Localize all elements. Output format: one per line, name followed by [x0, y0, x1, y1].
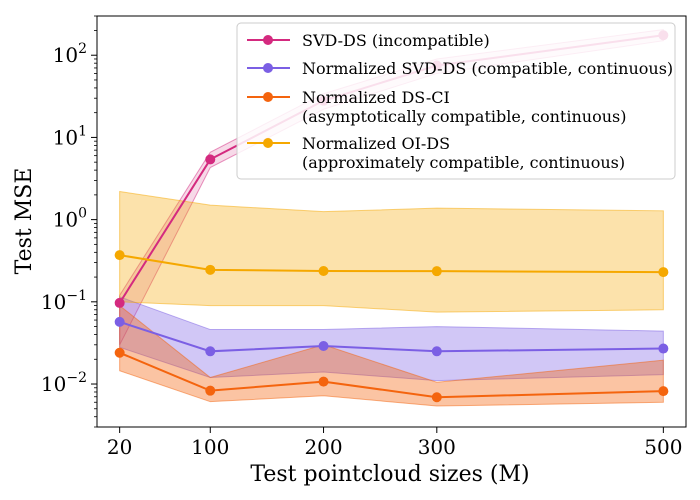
point-series-2-2 [205, 346, 216, 357]
legend-label-1: SVD-DS (incompatible) [302, 31, 490, 50]
legend-label-3-line2: (asymptotically compatible, continuous) [302, 107, 626, 126]
legend-marker-3 [263, 92, 273, 102]
point-series-2-4 [431, 346, 442, 357]
point-series-3-3 [318, 376, 329, 387]
legend-label-4: Normalized OI-DS [302, 134, 450, 153]
point-series-3-2 [205, 385, 216, 396]
band-series-3 [119, 304, 664, 407]
x-axis-label: Test pointcloud sizes (M) [250, 462, 529, 487]
y-axis-label: Test MSE [12, 168, 37, 275]
legend-box [236, 22, 676, 180]
point-series-3-4 [431, 392, 442, 403]
point-series-2-3 [318, 341, 329, 352]
point-series-3-5 [658, 386, 669, 397]
point-series-4-4 [431, 266, 442, 277]
y-tick-label: 101 [53, 123, 87, 149]
legend-label-3: Normalized DS-CI [302, 88, 450, 107]
point-series-4-1 [114, 250, 125, 261]
point-series-3-1 [114, 347, 125, 358]
band-series-4 [119, 190, 664, 313]
point-series-1-2 [205, 154, 216, 165]
point-series-1-1 [114, 297, 125, 308]
confidence-bands [119, 29, 664, 407]
y-tick-label: 100 [53, 206, 87, 232]
y-tick-label: 10−1 [41, 288, 87, 314]
point-series-2-1 [114, 316, 125, 327]
x-tick-label: 20 [107, 435, 132, 459]
x-tick-label: 500 [644, 435, 682, 459]
legend-label-2: Normalized SVD-DS (compatible, continuou… [302, 59, 673, 78]
x-tick-label: 200 [304, 435, 342, 459]
plot-frame [96, 15, 687, 428]
x-tick-label: 100 [191, 435, 229, 459]
legend-marker-1 [263, 35, 273, 45]
y-tick-label: 10−2 [41, 370, 87, 396]
legend-label-4-line2: (approximately compatible, continuous) [302, 153, 625, 172]
point-series-2-5 [658, 343, 669, 354]
y-axis-ticks: 10−2 10−1 100 101 102 [41, 15, 97, 428]
point-series-4-2 [205, 264, 216, 275]
point-series-4-5 [658, 267, 669, 278]
legend-marker-4 [263, 138, 273, 148]
legend: SVD-DS (incompatible) Normalized SVD-DS (… [236, 22, 676, 180]
legend-marker-2 [263, 63, 273, 73]
x-tick-label: 300 [418, 435, 456, 459]
x-axis-ticks: 20 100 200 300 500 [107, 427, 682, 459]
y-tick-label: 102 [53, 41, 87, 67]
point-series-4-3 [318, 266, 329, 277]
